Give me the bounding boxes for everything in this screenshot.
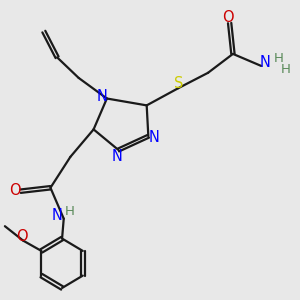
Text: N: N xyxy=(97,89,107,104)
Text: O: O xyxy=(9,183,20,198)
Text: S: S xyxy=(174,76,184,91)
Text: O: O xyxy=(16,229,27,244)
Text: N: N xyxy=(111,149,122,164)
Text: H: H xyxy=(65,205,75,218)
Text: N: N xyxy=(260,55,271,70)
Text: O: O xyxy=(222,10,234,25)
Text: N: N xyxy=(149,130,160,146)
Text: H: H xyxy=(274,52,283,65)
Text: H: H xyxy=(281,63,291,76)
Text: N: N xyxy=(52,208,62,223)
